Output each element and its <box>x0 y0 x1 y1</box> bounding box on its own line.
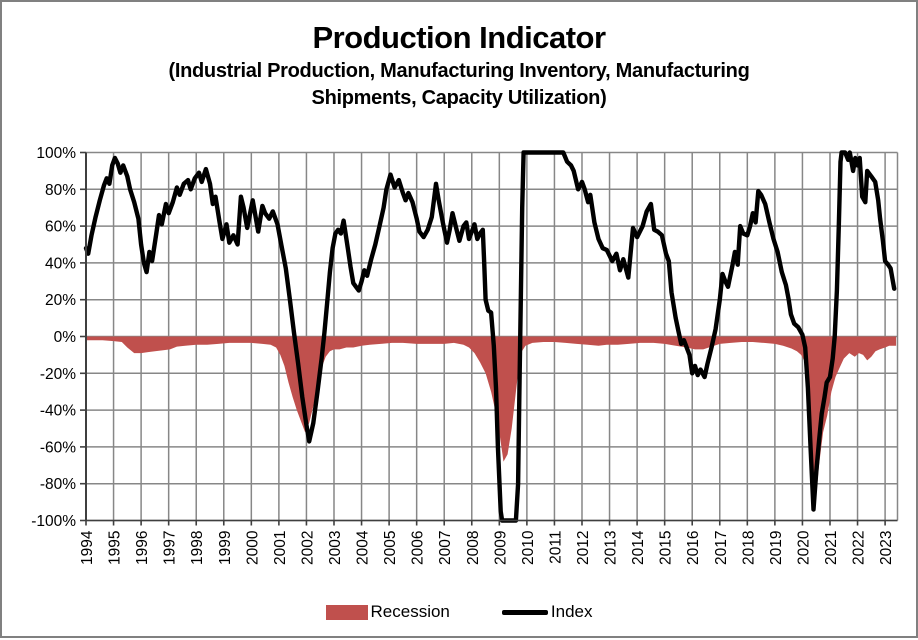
svg-text:2012: 2012 <box>575 531 592 565</box>
svg-text:2003: 2003 <box>327 531 344 565</box>
svg-text:2006: 2006 <box>410 531 427 565</box>
svg-text:-100%: -100% <box>31 513 76 530</box>
legend-label-recession: Recession <box>370 602 450 621</box>
svg-text:2007: 2007 <box>437 531 454 565</box>
svg-text:2017: 2017 <box>713 531 730 565</box>
svg-text:2020: 2020 <box>795 530 812 565</box>
svg-text:1997: 1997 <box>162 531 179 565</box>
chart-legend: Recession Index <box>2 602 916 622</box>
chart-title: Production Indicator <box>312 20 606 55</box>
svg-text:80%: 80% <box>45 182 76 199</box>
svg-text:2010: 2010 <box>520 530 537 565</box>
legend-item-index: Index <box>501 602 593 622</box>
svg-text:2005: 2005 <box>382 531 399 565</box>
svg-text:2022: 2022 <box>851 531 868 565</box>
svg-text:2013: 2013 <box>603 531 620 565</box>
svg-text:60%: 60% <box>45 219 76 236</box>
svg-text:-60%: -60% <box>40 439 76 456</box>
svg-text:1996: 1996 <box>134 531 151 565</box>
svg-text:20%: 20% <box>45 292 76 309</box>
svg-text:-20%: -20% <box>40 366 76 383</box>
svg-text:2023: 2023 <box>878 531 895 565</box>
chart-header: Production Indicator (Industrial Product… <box>2 18 916 112</box>
recession-area-swatch-icon <box>325 604 368 620</box>
svg-text:2009: 2009 <box>492 531 509 565</box>
svg-text:1994: 1994 <box>79 530 96 565</box>
index-line-swatch-icon <box>501 609 548 615</box>
svg-text:2011: 2011 <box>547 531 564 564</box>
svg-text:2002: 2002 <box>299 531 316 565</box>
svg-text:2018: 2018 <box>740 531 757 565</box>
chart-subtitle-line1: (Industrial Production, Manufacturing In… <box>168 60 750 82</box>
svg-text:2004: 2004 <box>355 530 372 565</box>
svg-text:100%: 100% <box>36 145 76 162</box>
svg-text:2019: 2019 <box>768 531 785 565</box>
legend-label-index: Index <box>550 602 593 621</box>
svg-text:1998: 1998 <box>189 531 206 565</box>
svg-text:-40%: -40% <box>40 403 76 420</box>
svg-text:2008: 2008 <box>465 531 482 565</box>
svg-text:2021: 2021 <box>823 531 840 565</box>
svg-text:2016: 2016 <box>685 531 702 565</box>
svg-text:2000: 2000 <box>244 530 261 565</box>
svg-text:2001: 2001 <box>272 531 289 565</box>
svg-text:1995: 1995 <box>107 531 124 565</box>
legend-item-recession: Recession <box>325 602 450 622</box>
svg-text:40%: 40% <box>45 255 76 272</box>
svg-text:0%: 0% <box>54 329 77 346</box>
chart-subtitle-line2: Shipments, Capacity Utilization) <box>311 87 607 109</box>
svg-text:-80%: -80% <box>40 476 76 493</box>
svg-text:2015: 2015 <box>658 531 675 565</box>
svg-text:2014: 2014 <box>630 530 647 565</box>
svg-text:1999: 1999 <box>217 531 234 565</box>
